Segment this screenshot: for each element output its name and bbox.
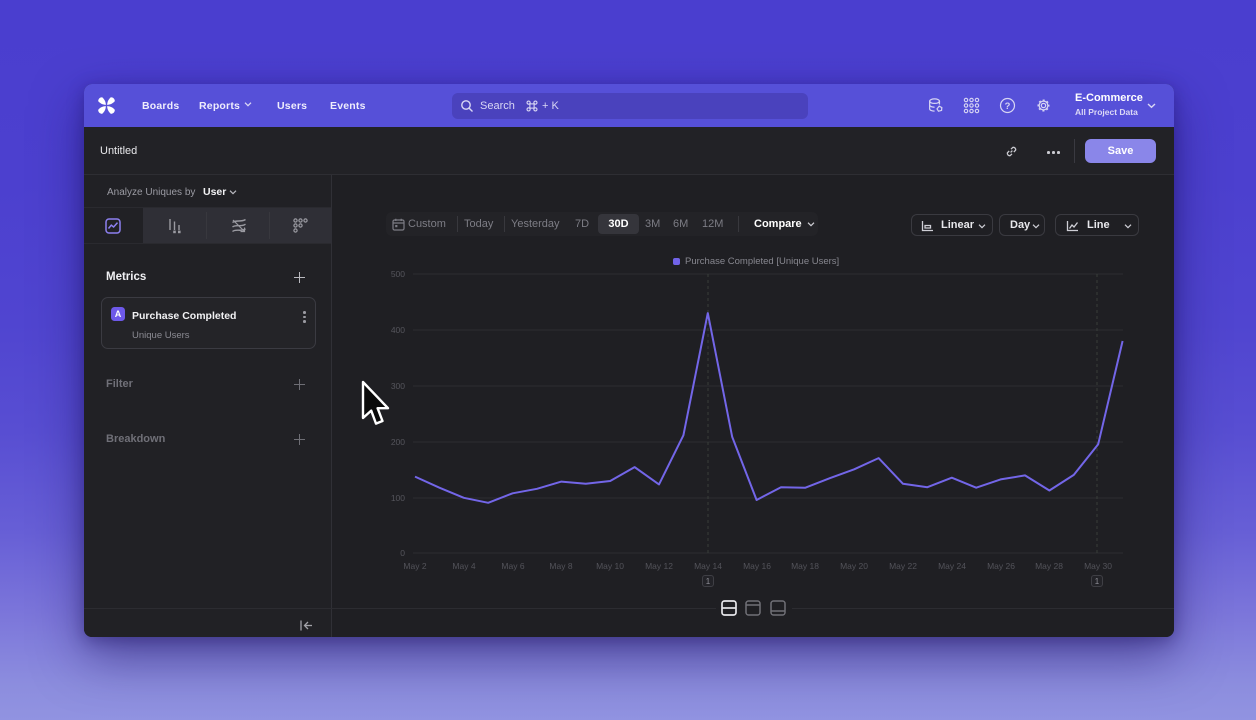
svg-text:?: ? [1005,101,1011,112]
